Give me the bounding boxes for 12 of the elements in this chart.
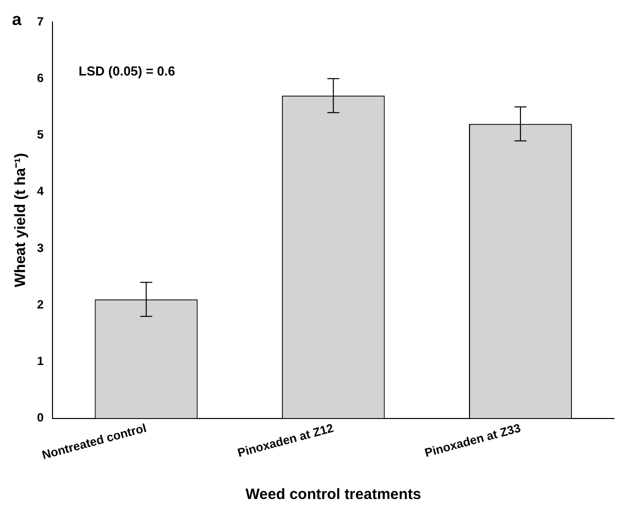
annotation: LSD (0.05) = 0.6 — [78, 64, 176, 79]
y-axis-title: Wheat yield (t ha⁻¹) — [12, 153, 30, 288]
y-tick-label: 1 — [36, 354, 44, 368]
x-axis-title: Weed control treatments — [246, 486, 422, 504]
y-tick-label: 0 — [36, 410, 44, 425]
y-tick-label: 2 — [36, 297, 44, 312]
y-tick-label: 3 — [36, 240, 44, 255]
y-tick-label: 5 — [36, 128, 44, 142]
text: a — [12, 10, 22, 30]
y-tick-label: 6 — [36, 70, 44, 85]
y-tick-label: 7 — [36, 14, 44, 28]
y-tick-label: 4 — [36, 184, 44, 198]
